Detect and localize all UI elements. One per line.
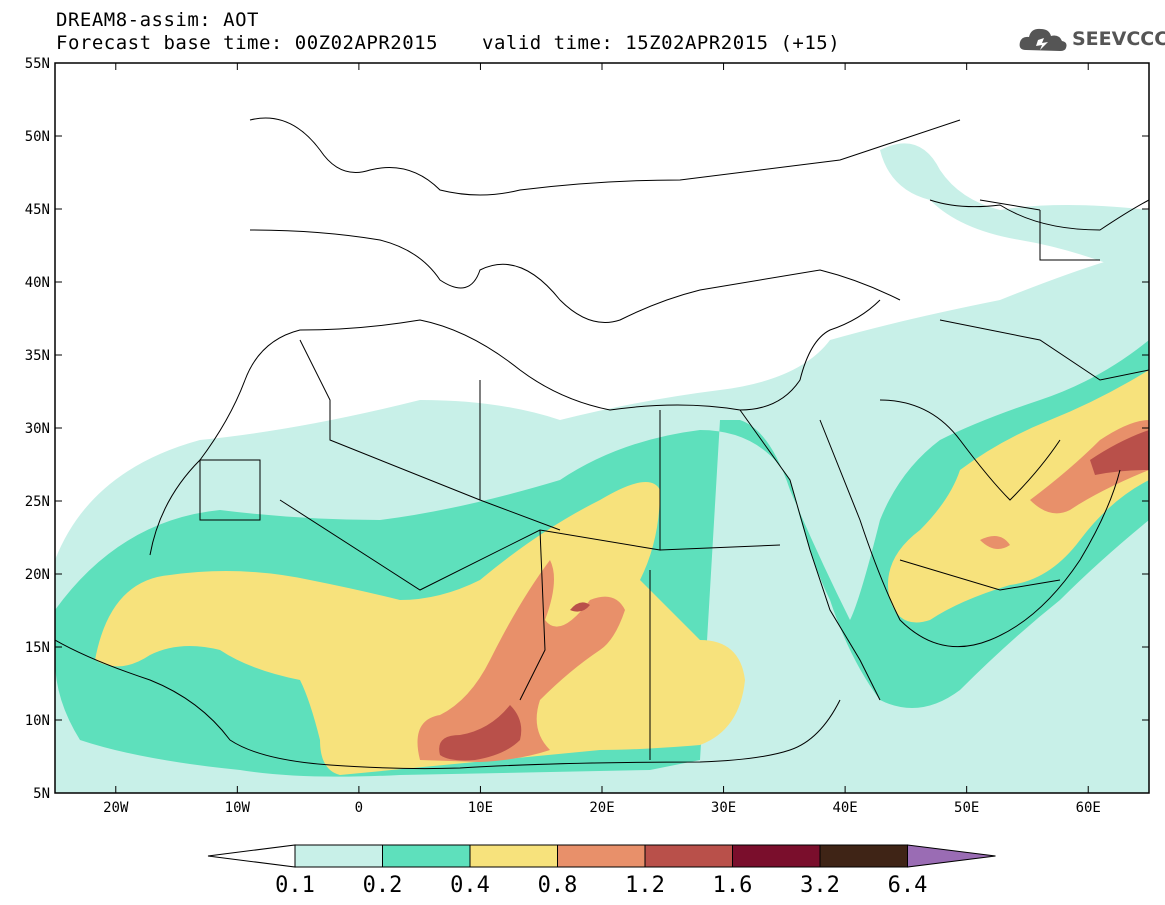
aot-band-08 xyxy=(417,560,625,762)
colorbar-label: 0.2 xyxy=(363,873,403,898)
colorbar-label: 1.2 xyxy=(625,873,665,898)
coastlines xyxy=(55,117,1149,770)
map-title: DREAM8-assim: AOT xyxy=(56,9,259,31)
lon-label: 30E xyxy=(711,800,736,816)
aot-band-04 xyxy=(95,482,745,775)
colorbar-segment xyxy=(732,844,821,868)
colorbar-segment xyxy=(469,844,558,868)
seevccc-logo: SEEVCCC xyxy=(1018,24,1165,56)
colorbar-label: 0.4 xyxy=(450,873,490,898)
colorbar-label: 1.6 xyxy=(713,873,753,898)
aot-band-01-north xyxy=(880,143,1149,280)
lat-label: 10N xyxy=(25,713,50,729)
lon-label: 10E xyxy=(468,800,493,816)
lat-label: 15N xyxy=(25,640,50,656)
colorbar-label: 0.8 xyxy=(538,873,578,898)
colorbar-segment xyxy=(382,844,471,868)
lat-label: 45N xyxy=(25,202,50,218)
aot-band-12 xyxy=(439,705,522,761)
forecast-base-time: Forecast base time: 00Z02APR2015 xyxy=(56,32,439,54)
lon-label: 20E xyxy=(589,800,614,816)
lat-label: 50N xyxy=(25,129,50,145)
lon-label: 20W xyxy=(103,800,129,816)
lat-label: 25N xyxy=(25,494,50,510)
lon-label: 40E xyxy=(832,800,857,816)
lat-label: 55N xyxy=(25,56,50,72)
colorbar-segment xyxy=(557,844,646,868)
lon-label: 60E xyxy=(1076,800,1101,816)
colorbar: 0.1 0.2 0.4 0.8 1.2 1.6 3.2 6.4 xyxy=(207,844,996,898)
latitude-axis: 55N 50N 45N 40N 35N 30N 25N 20N 15N 10N 5N xyxy=(25,56,1149,802)
lat-label: 35N xyxy=(25,348,50,364)
aot-band-12-spot xyxy=(570,602,590,612)
aot-field xyxy=(55,63,1149,793)
aot-band-08-spot xyxy=(980,536,1010,549)
lon-label: 10W xyxy=(225,800,251,816)
aot-band-12-arabia xyxy=(1090,430,1149,475)
cloud-icon xyxy=(1019,28,1067,51)
colorbar-segment xyxy=(294,844,383,868)
lat-label: 5N xyxy=(33,786,50,802)
colorbar-label: 3.2 xyxy=(800,873,840,898)
lon-label: 0 xyxy=(355,800,363,816)
longitude-axis: 20W 10W 0 10E 20E 30E 40E 50E 60E xyxy=(103,63,1101,816)
lon-label: 50E xyxy=(954,800,979,816)
lat-label: 40N xyxy=(25,275,50,291)
valid-time: valid time: 15Z02APR2015 (+15) xyxy=(482,32,841,54)
colorbar-segment xyxy=(819,844,908,868)
lat-label: 30N xyxy=(25,421,50,437)
colorbar-label: 6.4 xyxy=(888,873,928,898)
colorbar-label: 0.1 xyxy=(275,873,315,898)
colorbar-segment xyxy=(644,844,733,868)
colorbar-low-arrow xyxy=(207,844,296,868)
aot-band-04-arabia xyxy=(888,370,1149,623)
colorbar-high-arrow xyxy=(907,844,996,868)
logo-text: SEEVCCC xyxy=(1072,28,1165,50)
lat-label: 20N xyxy=(25,567,50,583)
